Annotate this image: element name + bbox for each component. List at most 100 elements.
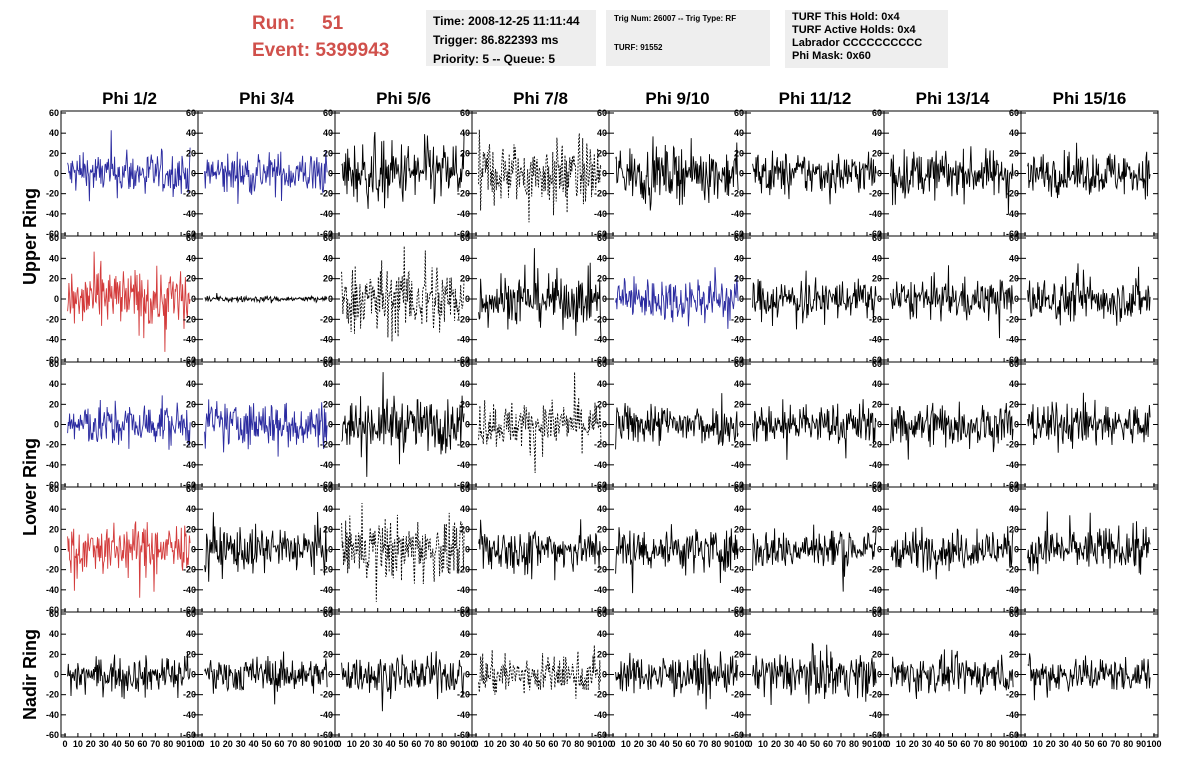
- x-tick-label: 90: [450, 739, 460, 749]
- y-tick-label: -40: [869, 335, 882, 345]
- y-tick-label: 0: [739, 670, 744, 680]
- y-tick-label: -60: [594, 730, 607, 740]
- event-value: 5399943: [315, 40, 390, 61]
- time-info-box: Time: 2008-12-25 11:11:44 Trigger: 86.82…: [426, 10, 596, 66]
- y-tick-label: 40: [872, 128, 882, 138]
- y-tick-label: 20: [597, 399, 607, 409]
- y-tick-label: 60: [186, 359, 196, 369]
- x-tick-label: 40: [112, 739, 122, 749]
- y-tick-label: -60: [320, 605, 333, 615]
- x-tick-label: 50: [672, 739, 682, 749]
- x-tick-label: 90: [724, 739, 734, 749]
- y-tick-label: 20: [734, 649, 744, 659]
- y-tick-label: 20: [49, 524, 59, 534]
- y-tick-label: -60: [457, 355, 470, 365]
- y-tick-label: 20: [1009, 274, 1019, 284]
- row-label: Lower Ring: [20, 438, 40, 536]
- waveform-trace: [204, 651, 328, 705]
- x-tick-label: 80: [711, 739, 721, 749]
- y-tick-label: -60: [320, 355, 333, 365]
- y-tick-label: 40: [872, 379, 882, 389]
- y-tick-label: -60: [594, 480, 607, 490]
- y-tick-label: 0: [1014, 294, 1019, 304]
- x-tick-label: 70: [561, 739, 571, 749]
- y-tick-label: 60: [323, 484, 333, 494]
- y-tick-label: 60: [186, 233, 196, 243]
- x-tick-label: 80: [574, 739, 584, 749]
- y-tick-label: 40: [186, 128, 196, 138]
- y-tick-label: 60: [872, 108, 882, 118]
- waveform-trace: [478, 372, 602, 474]
- y-tick-label: 0: [328, 670, 333, 680]
- y-tick-label: 20: [323, 399, 333, 409]
- x-tick-label: 50: [124, 739, 134, 749]
- y-tick-label: -40: [183, 335, 196, 345]
- waveform-trace: [890, 146, 1014, 215]
- y-tick-label: 60: [1009, 484, 1019, 494]
- y-tick-label: 40: [734, 504, 744, 514]
- x-tick-label: 20: [1046, 739, 1056, 749]
- y-tick-label: 0: [877, 670, 882, 680]
- y-tick-label: -40: [594, 335, 607, 345]
- x-tick-label: 20: [86, 739, 96, 749]
- y-tick-label: -40: [457, 460, 470, 470]
- x-tick-label: 70: [973, 739, 983, 749]
- x-tick-label: 50: [261, 739, 271, 749]
- y-tick-label: -40: [869, 585, 882, 595]
- y-tick-label: -20: [320, 565, 333, 575]
- x-tick-label: 0: [885, 739, 890, 749]
- y-tick-label: -20: [46, 565, 59, 575]
- y-tick-label: 60: [734, 609, 744, 619]
- y-tick-label: 60: [460, 359, 470, 369]
- event-label: Event:: [252, 40, 311, 61]
- y-tick-label: -20: [731, 690, 744, 700]
- y-tick-label: 60: [734, 359, 744, 369]
- y-tick-label: 40: [49, 629, 59, 639]
- y-tick-label: 20: [49, 649, 59, 659]
- x-tick-label: 20: [360, 739, 370, 749]
- panel-frame: [197, 361, 336, 488]
- waveform-trace: [752, 524, 877, 592]
- y-tick-label: 0: [877, 420, 882, 430]
- y-tick-label: 0: [877, 169, 882, 179]
- y-tick-label: 60: [49, 484, 59, 494]
- y-tick-label: 20: [872, 399, 882, 409]
- x-tick-label: 80: [986, 739, 996, 749]
- y-tick-label: 60: [734, 108, 744, 118]
- y-tick-label: -20: [869, 565, 882, 575]
- x-tick-label: 60: [685, 739, 695, 749]
- y-tick-label: 0: [602, 545, 607, 555]
- column-title: Phi 11/12: [779, 89, 852, 108]
- y-tick-label: 40: [460, 504, 470, 514]
- x-tick-label: 70: [1110, 739, 1120, 749]
- y-tick-label: -60: [183, 355, 196, 365]
- y-tick-label: 40: [460, 253, 470, 263]
- x-tick-label: 70: [287, 739, 297, 749]
- y-tick-label: 60: [734, 233, 744, 243]
- x-tick-label: 40: [1072, 739, 1082, 749]
- y-tick-label: 60: [460, 609, 470, 619]
- y-tick-label: 40: [186, 379, 196, 389]
- y-tick-label: 0: [1014, 545, 1019, 555]
- y-tick-label: -20: [1006, 440, 1019, 450]
- y-tick-label: -20: [46, 314, 59, 324]
- waveform-trace: [204, 151, 328, 204]
- y-tick-label: -40: [594, 710, 607, 720]
- column-title: Phi 1/2: [102, 89, 157, 108]
- y-tick-label: -60: [594, 229, 607, 239]
- phi-mask-text: Phi Mask: 0x60: [792, 50, 871, 62]
- y-tick-label: -20: [320, 690, 333, 700]
- y-tick-label: -40: [320, 209, 333, 219]
- y-tick-label: 40: [872, 253, 882, 263]
- y-tick-label: 20: [460, 524, 470, 534]
- y-tick-label: -60: [46, 480, 59, 490]
- column-title: Phi 7/8: [513, 89, 568, 108]
- y-tick-label: 60: [872, 609, 882, 619]
- y-tick-label: 40: [460, 629, 470, 639]
- y-tick-label: -40: [457, 209, 470, 219]
- y-tick-label: -40: [46, 585, 59, 595]
- waveform-trace: [890, 265, 1014, 339]
- y-tick-label: 20: [1009, 524, 1019, 534]
- x-tick-label: 70: [150, 739, 160, 749]
- y-tick-label: 60: [49, 233, 59, 243]
